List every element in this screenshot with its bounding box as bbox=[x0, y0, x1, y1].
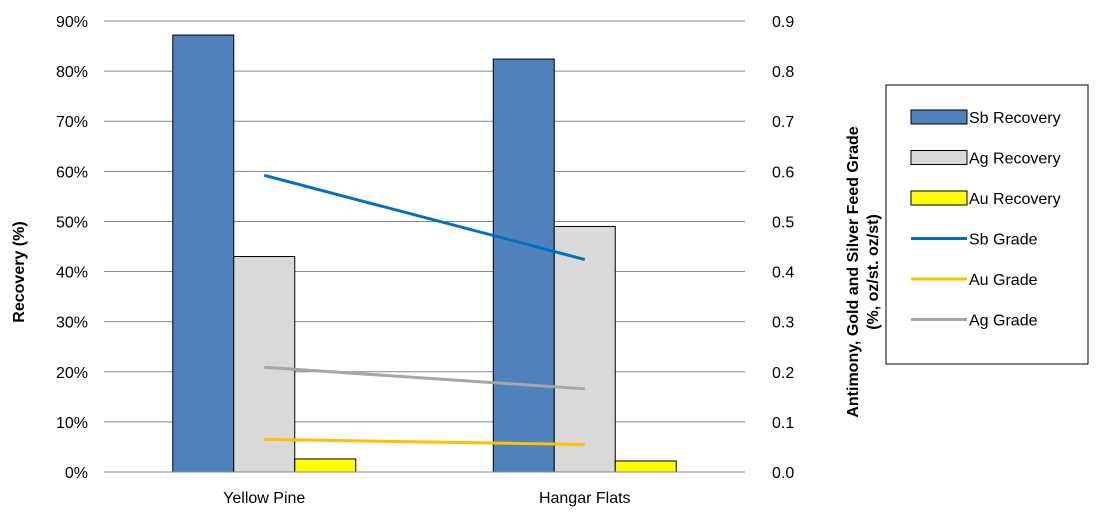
y-tick-label: 20% bbox=[56, 365, 88, 382]
bar-ag-recovery bbox=[553, 225, 616, 473]
y2-tick-label: 0.3 bbox=[772, 315, 794, 332]
y2-tick-label: 0.4 bbox=[772, 265, 794, 282]
y-tick-label: 30% bbox=[56, 315, 88, 332]
y-axis-title: Recovery (%) bbox=[11, 221, 28, 322]
x-tick-label: Hangar Flats bbox=[539, 490, 631, 507]
legend-swatch bbox=[910, 109, 968, 125]
y-axis-ticks: 0% 10% 20% 30% 40% 50% 60% 70% 80% 90% bbox=[56, 14, 88, 482]
bar-sb-recovery bbox=[172, 34, 235, 473]
y2-tick-label: 0.5 bbox=[772, 214, 794, 231]
legend-label: Au Grade bbox=[969, 272, 1038, 289]
bar-sb-recovery bbox=[492, 58, 555, 473]
y2-tick-label: 0.2 bbox=[772, 365, 794, 382]
y-tick-label: 40% bbox=[56, 265, 88, 282]
legend-label: Au Recovery bbox=[969, 191, 1061, 208]
y-tick-label: 70% bbox=[56, 114, 88, 131]
y-tick-label: 90% bbox=[56, 14, 88, 31]
legend-box bbox=[885, 84, 1089, 365]
bar-ag-recovery bbox=[233, 256, 296, 473]
y2-tick-label: 0.9 bbox=[772, 14, 794, 31]
legend: Sb Recovery Ag Recovery Au Recovery Sb Grad… bbox=[885, 84, 1089, 365]
y-tick-label: 0% bbox=[65, 465, 88, 482]
y-tick-label: 80% bbox=[56, 64, 88, 81]
y2-tick-label: 0.0 bbox=[772, 465, 794, 482]
legend-label: Ag Recovery bbox=[969, 151, 1061, 168]
secondary-y-axis-title-line1: Antimony, Gold and Silver Feed Grade bbox=[845, 126, 862, 417]
y-tick-label: 10% bbox=[56, 415, 88, 432]
x-axis-ticks: Yellow Pine Hangar Flats bbox=[223, 490, 630, 507]
line-au-grade bbox=[264, 437, 585, 446]
legend-swatch bbox=[910, 150, 968, 165]
legend-label: Sb Grade bbox=[969, 232, 1038, 249]
legend-swatch bbox=[910, 190, 968, 206]
y2-tick-label: 0.6 bbox=[772, 164, 794, 181]
y2-tick-label: 0.8 bbox=[772, 64, 794, 81]
legend-label: Sb Recovery bbox=[969, 110, 1061, 127]
x-tick-label: Yellow Pine bbox=[223, 490, 305, 507]
bars bbox=[172, 34, 677, 473]
secondary-y-axis-title-line2: (%, oz/st. oz/st) bbox=[865, 214, 882, 330]
bar-au-recovery bbox=[294, 458, 357, 473]
secondary-y-axis-ticks: 0.0 0.1 0.2 0.3 0.4 0.5 0.6 0.7 0.8 0.9 bbox=[772, 14, 794, 482]
legend-label: Ag Grade bbox=[969, 313, 1038, 330]
y2-tick-label: 0.1 bbox=[772, 415, 794, 432]
y-tick-label: 50% bbox=[56, 214, 88, 231]
bar-au-recovery bbox=[614, 460, 677, 473]
y-tick-label: 60% bbox=[56, 164, 88, 181]
lines bbox=[263, 173, 586, 446]
y2-tick-label: 0.7 bbox=[772, 114, 794, 131]
line-ag-grade bbox=[264, 365, 585, 391]
line-sb-grade bbox=[263, 173, 586, 261]
